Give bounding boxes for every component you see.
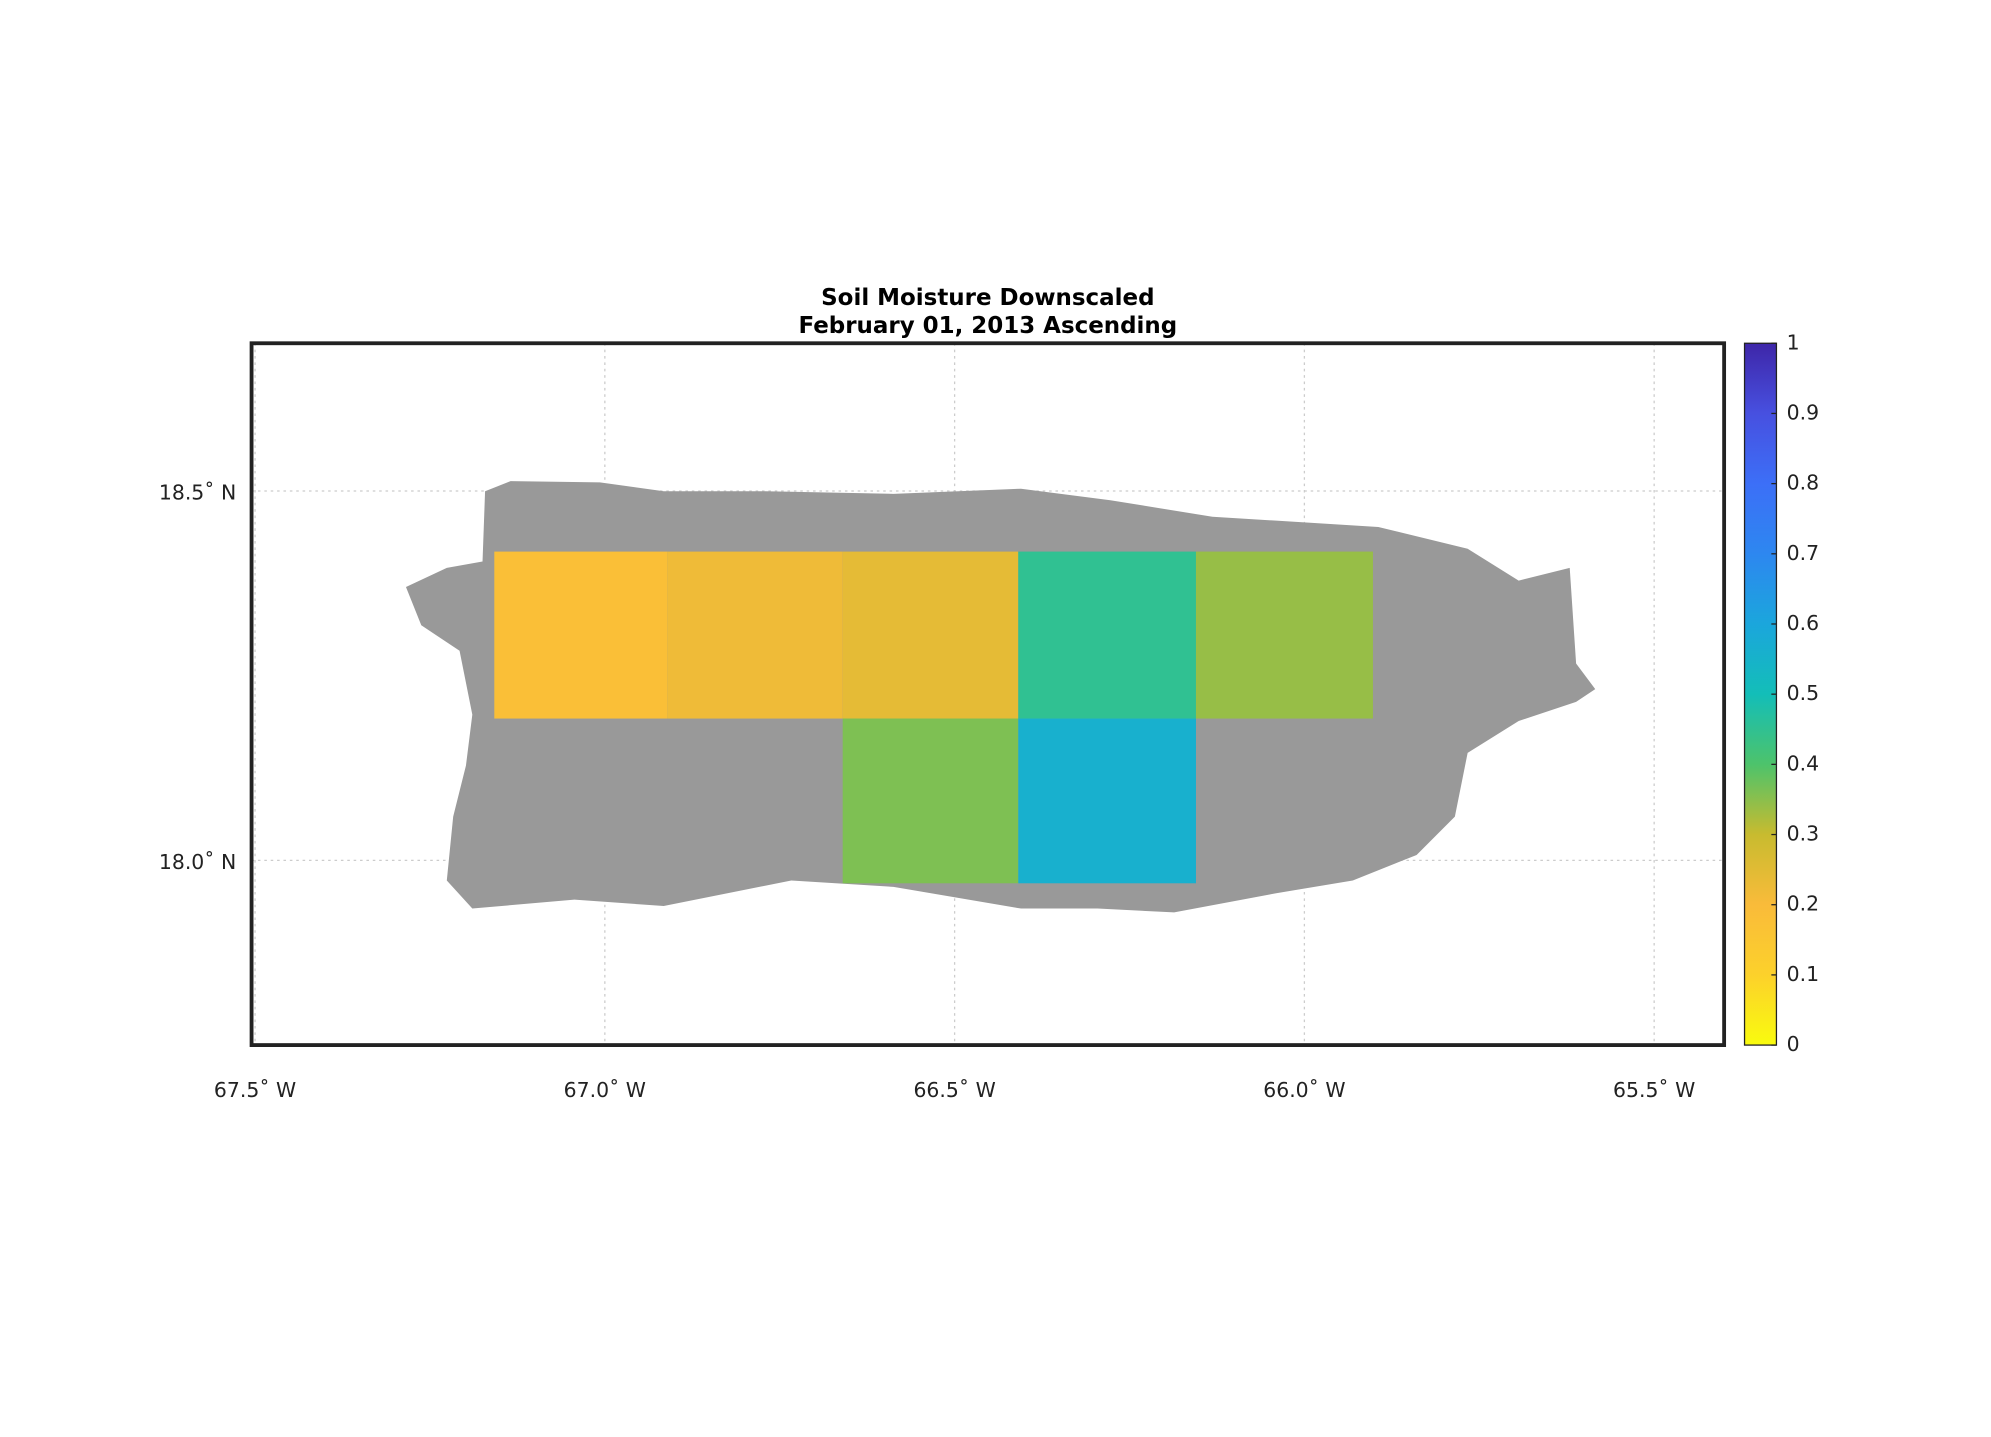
x-tick-label: 66.5˚ W <box>913 1078 995 1102</box>
chart-title: Soil Moisture Downscaled <box>821 285 1154 311</box>
colorbar-tick-label: 0.7 <box>1787 541 1819 565</box>
y-tick-label: 18.0˚ N <box>159 850 236 874</box>
colorbar-tick-label: 0.5 <box>1787 681 1819 705</box>
colorbar-tick-label: 1 <box>1787 330 1800 354</box>
colorbar-tick-label: 0.1 <box>1787 962 1819 986</box>
x-tick-label: 67.0˚ W <box>564 1078 646 1102</box>
soil-moisture-tile <box>842 718 1019 884</box>
soil-moisture-tile <box>494 551 668 719</box>
x-tick-label: 67.5˚ W <box>214 1078 296 1102</box>
soil-moisture-tile <box>1018 718 1196 884</box>
x-tick-label: 66.0˚ W <box>1263 1078 1345 1102</box>
axes-frame <box>249 341 1727 1047</box>
colorbar-tick-label: 0.8 <box>1787 471 1819 495</box>
colorbar-tick-label: 0.3 <box>1787 822 1819 846</box>
colorbar-tick-label: 0.4 <box>1787 751 1819 775</box>
colorbar-tick-label: 0.2 <box>1787 892 1819 916</box>
chart-subtitle: February 01, 2013 Ascending <box>798 313 1177 339</box>
soil-moisture-tile <box>1018 551 1196 719</box>
colorbar-tick-label: 0.6 <box>1787 611 1819 635</box>
y-tick-label: 18.5˚ N <box>159 481 236 505</box>
soil-moisture-tile <box>842 551 1019 719</box>
colorbar-tick-label: 0 <box>1787 1032 1800 1056</box>
soil-moisture-tile <box>1195 551 1373 719</box>
x-tick-label: 65.5˚ W <box>1613 1078 1695 1102</box>
colorbar-tick-label: 0.9 <box>1787 400 1819 424</box>
soil-moisture-tile <box>667 551 843 719</box>
